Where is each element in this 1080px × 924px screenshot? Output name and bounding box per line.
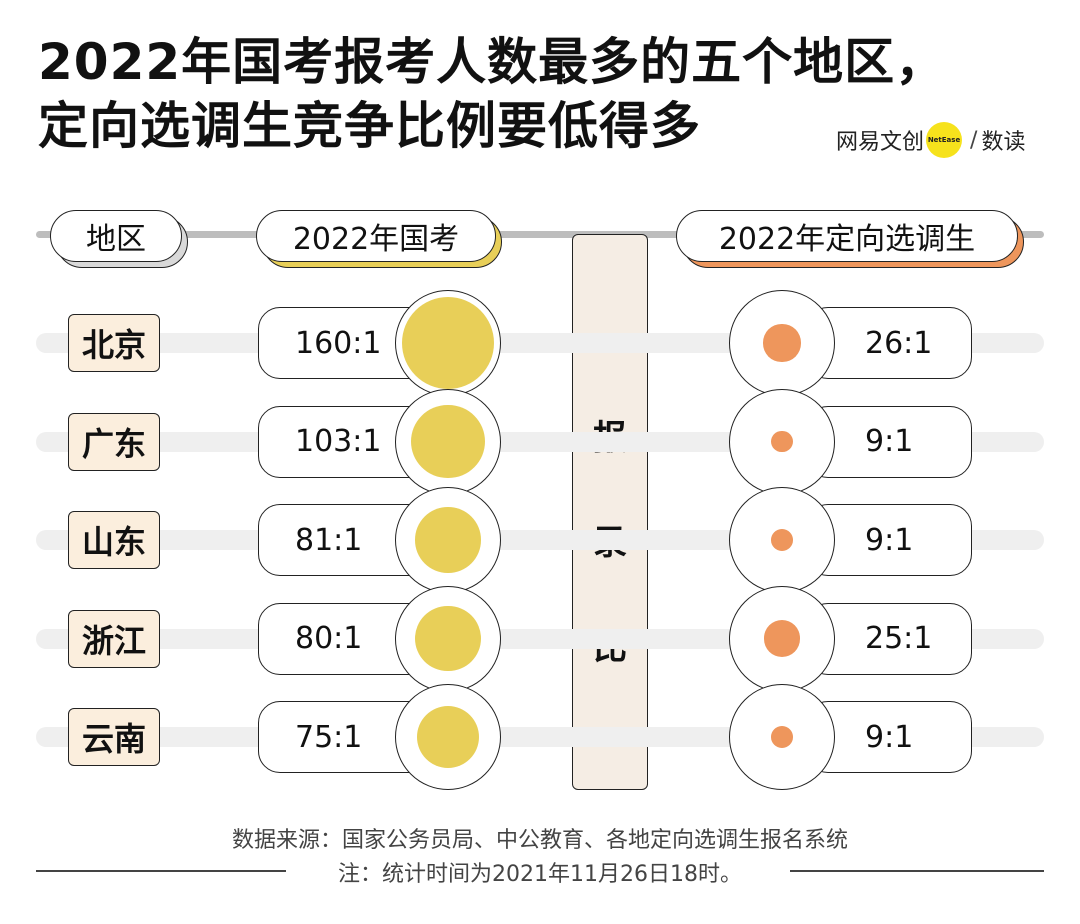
xuandiao-bubble <box>763 620 801 657</box>
xuandiao-bubble-ring <box>729 684 835 790</box>
brand-logo: 网易文创 NetEase / 数读 <box>836 120 1025 160</box>
title-line-2: 定向选调生竞争比例要低得多 <box>38 97 701 155</box>
brand-badge: NetEase <box>926 122 963 158</box>
guokao-bubble <box>411 404 485 479</box>
guokao-bubble <box>402 297 494 389</box>
brand-name: 网易文创 <box>836 130 925 155</box>
xuandiao-bubble <box>763 324 801 362</box>
xuandiao-value-label: 25:1 <box>806 602 972 675</box>
brand-slash: / <box>970 127 978 153</box>
xuandiao-bubble <box>771 726 793 748</box>
region-label: 浙江 <box>68 609 160 668</box>
footer-rule-right <box>790 870 1044 872</box>
source-text: 数据来源：国家公务员局、中公教育、各地定向选调生报名系统 <box>231 828 848 853</box>
region-label: 广东 <box>68 412 160 471</box>
ratio-label-bar <box>572 234 648 790</box>
region-label: 云南 <box>68 708 160 766</box>
region-label: 北京 <box>68 314 160 372</box>
note-text: 注：统计时间为2021年11月26日18时。 <box>338 862 742 887</box>
guokao-bubble <box>415 507 481 573</box>
brand-sub: 数读 <box>981 130 1026 155</box>
header-track <box>36 231 1044 238</box>
guokao-bubble <box>416 705 480 769</box>
region-header: 地区 <box>50 210 182 262</box>
region-label: 山东 <box>68 511 160 569</box>
xuandiao-header: 2022年定向选调生 <box>676 210 1018 262</box>
guokao-bubble <box>415 605 481 672</box>
xuandiao-bubble <box>771 430 793 453</box>
title-line-1: 2022年国考报考人数最多的五个地区， <box>38 33 947 91</box>
xuandiao-bubble <box>771 529 793 551</box>
chart-title: 2022年国考报考人数最多的五个地区， 定向选调生竞争比例要低得多 <box>38 30 1048 158</box>
footer-rule-left <box>36 870 286 872</box>
guokao-header: 2022年国考 <box>256 210 496 262</box>
